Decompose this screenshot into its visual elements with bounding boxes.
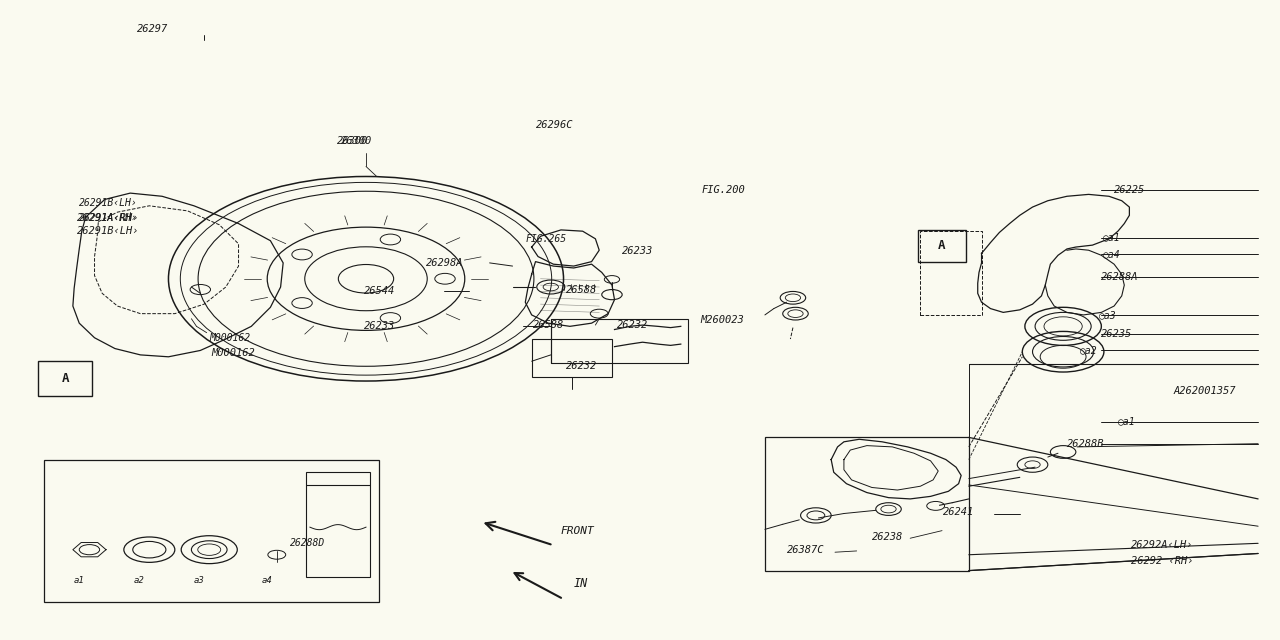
Text: 26292A‹LH›: 26292A‹LH› [1130,540,1193,550]
Text: 26232: 26232 [566,361,598,371]
Text: 26233: 26233 [622,246,653,257]
Text: a1: a1 [74,575,84,584]
Text: 26291B‹LH›: 26291B‹LH› [79,198,138,207]
Bar [531,339,612,377]
Text: ○a2: ○a2 [1080,346,1097,355]
Bar [920,231,982,315]
Text: a2: a2 [134,575,145,584]
Text: 26387C: 26387C [787,545,824,555]
Text: 26298A: 26298A [426,258,463,268]
Text: 26238: 26238 [872,532,904,542]
Text: IN: IN [573,577,588,590]
Text: M260023: M260023 [700,315,744,325]
Text: 26300: 26300 [340,136,371,146]
Text: A: A [938,239,946,252]
Text: FIG.265: FIG.265 [525,234,567,244]
Text: 26235: 26235 [1101,329,1133,339]
Bar [38,361,92,396]
Text: 26292 ‹RH›: 26292 ‹RH› [1130,556,1193,566]
Bar [765,437,969,571]
Text: M000162: M000162 [211,348,256,358]
Text: 26291B‹LH›: 26291B‹LH› [77,226,140,236]
Text: 26288A: 26288A [1101,272,1139,282]
Text: 26241: 26241 [943,507,974,516]
Text: ○a1: ○a1 [1102,232,1120,243]
Text: ○a3: ○a3 [1098,310,1116,320]
Text: A: A [61,372,69,385]
Text: FIG.200: FIG.200 [701,185,745,195]
Bar [918,230,966,262]
Text: 26296C: 26296C [535,120,573,129]
Text: 26300: 26300 [337,136,367,146]
Text: a4: a4 [261,575,273,584]
Text: 26291A‹RH›: 26291A‹RH› [77,214,140,223]
Text: 26544: 26544 [364,287,396,296]
Text: ○a1: ○a1 [1117,417,1135,426]
Text: a3: a3 [195,575,205,584]
Bar [306,472,370,577]
Text: 26288B: 26288B [1068,438,1105,449]
Text: ○a4: ○a4 [1102,249,1120,259]
Text: 26233: 26233 [364,321,396,332]
Text: A262001357: A262001357 [1174,386,1236,396]
Text: M000162: M000162 [209,333,251,343]
Text: 26225: 26225 [1114,185,1146,195]
Bar [550,319,689,363]
Text: 26588: 26588 [566,285,598,294]
Text: 26291A‹RH›: 26291A‹RH› [79,214,138,223]
Bar [44,460,379,602]
Text: FRONT: FRONT [561,525,595,536]
Text: 26232: 26232 [617,320,648,330]
Text: 26288D: 26288D [289,538,325,548]
Text: 26297: 26297 [137,24,168,35]
Text: 26588: 26588 [532,320,564,330]
